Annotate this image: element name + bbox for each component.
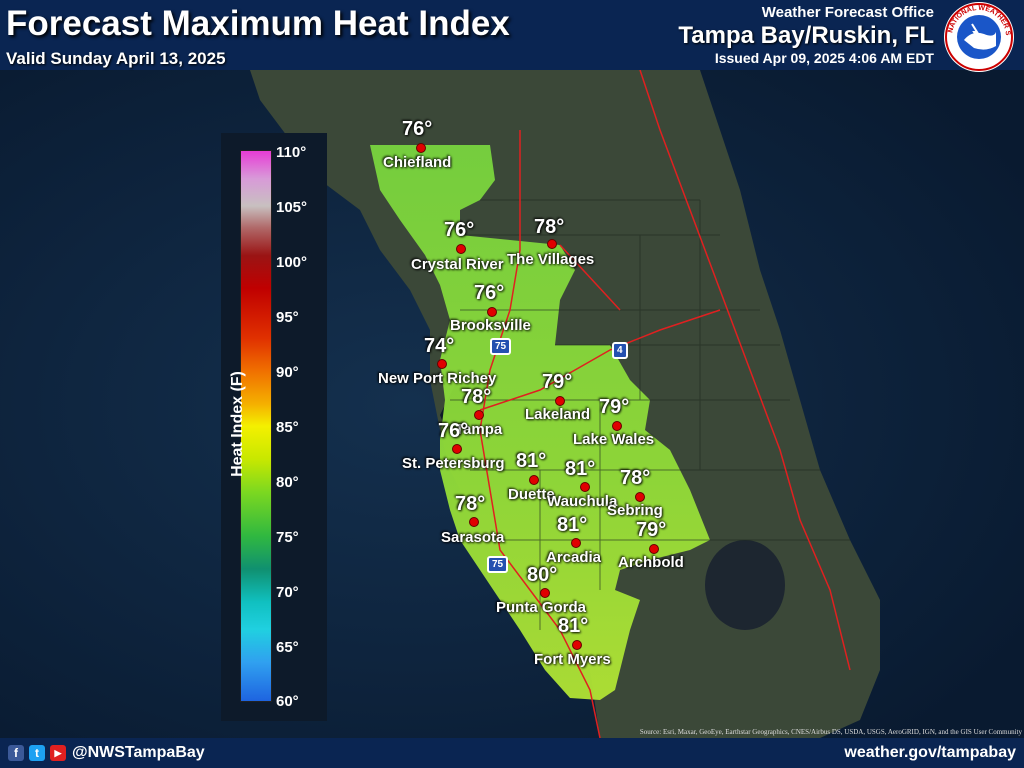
website-link[interactable]: weather.gov/tampabay bbox=[844, 744, 1016, 761]
city-label: Crystal River bbox=[411, 256, 504, 273]
city-marker bbox=[474, 410, 484, 420]
social-handle[interactable]: @NWSTampaBay bbox=[72, 744, 205, 761]
city-label: Duette bbox=[508, 486, 555, 503]
twitter-icon[interactable]: t bbox=[29, 745, 45, 761]
city-marker bbox=[571, 538, 581, 548]
city-label: St. Petersburg bbox=[402, 455, 505, 472]
city-temp: 79° bbox=[599, 396, 630, 418]
map-attribution: Source: Esri, Maxar, GeoEye, Earthstar G… bbox=[639, 728, 1022, 736]
city-temp: 78° bbox=[455, 493, 486, 515]
city-temp: 74° bbox=[424, 335, 455, 357]
legend-color-bar bbox=[240, 150, 272, 702]
city-marker bbox=[572, 640, 582, 650]
lake-okeechobee bbox=[705, 540, 785, 630]
city-temp: 81° bbox=[557, 514, 588, 536]
city-temp: 78° bbox=[461, 386, 492, 408]
city-temp: 76° bbox=[474, 282, 505, 304]
city-temp: 81° bbox=[558, 615, 589, 637]
city-label: Archbold bbox=[618, 554, 684, 571]
city-label: New Port Richey bbox=[378, 370, 497, 387]
city-label: Punta Gorda bbox=[496, 599, 587, 616]
city-marker bbox=[649, 544, 659, 554]
header-bar: Forecast Maximum Heat Index Valid Sunday… bbox=[0, 0, 1024, 72]
city-label: Lakeland bbox=[525, 406, 591, 423]
city-temp: 79° bbox=[542, 371, 573, 393]
city-temp: 79° bbox=[636, 519, 667, 541]
youtube-icon[interactable]: ▶ bbox=[50, 745, 66, 761]
legend-tick: 60° bbox=[276, 693, 299, 710]
footer-bar: f t ▶ @NWSTampaBay weather.gov/tampabay bbox=[0, 738, 1024, 768]
city-temp: 78° bbox=[620, 467, 651, 489]
legend-tick: 80° bbox=[276, 474, 299, 491]
legend-tick: 105° bbox=[276, 199, 308, 216]
city-marker bbox=[555, 396, 565, 406]
map-area bbox=[0, 69, 1024, 739]
forecast-area bbox=[370, 145, 710, 700]
city-label: Arcadia bbox=[546, 549, 602, 566]
city-temp: 78° bbox=[534, 216, 565, 238]
city-label: Lake Wales bbox=[573, 431, 655, 448]
nws-logo: NATIONAL WEATHER SERVICE bbox=[941, 0, 1014, 72]
city-label: Tampa bbox=[455, 421, 503, 438]
city-temp: 76° bbox=[444, 219, 475, 241]
city-marker bbox=[547, 239, 557, 249]
city-label: Wauchula bbox=[547, 493, 618, 510]
city-label: Sebring bbox=[607, 502, 663, 519]
city-marker bbox=[580, 482, 590, 492]
legend-tick: 95° bbox=[276, 309, 299, 326]
i4-shield: 4 bbox=[612, 342, 628, 359]
city-marker bbox=[612, 421, 622, 431]
highways bbox=[479, 69, 851, 739]
city-label: The Villages bbox=[507, 251, 595, 268]
legend-tick: 100° bbox=[276, 254, 308, 271]
city-marker bbox=[452, 444, 462, 454]
city-marker bbox=[529, 475, 539, 485]
legend-tick: 75° bbox=[276, 529, 299, 546]
city-temp: 76° bbox=[402, 118, 433, 140]
city-temp: 76° bbox=[438, 420, 469, 442]
office-name: Tampa Bay/Ruskin, FL bbox=[678, 22, 934, 49]
city-label: Brooksville bbox=[450, 317, 531, 334]
city-marker bbox=[540, 588, 550, 598]
city-label: Fort Myers bbox=[534, 651, 611, 668]
county-lines bbox=[450, 199, 850, 630]
city-label: Sarasota bbox=[441, 529, 505, 546]
legend-panel bbox=[221, 133, 327, 721]
facebook-icon[interactable]: f bbox=[8, 745, 24, 761]
i75-shield: 75 bbox=[487, 556, 509, 573]
city-temp: 81° bbox=[516, 450, 547, 472]
city-marker bbox=[469, 517, 479, 527]
legend-tick: 70° bbox=[276, 584, 299, 601]
city-marker bbox=[437, 359, 447, 369]
city-marker bbox=[635, 492, 645, 502]
city-label: Chiefland bbox=[383, 154, 452, 171]
city-temp: 81° bbox=[565, 458, 596, 480]
city-marker bbox=[416, 143, 426, 153]
office-label: Weather Forecast Office bbox=[761, 4, 934, 21]
legend-title: Heat Index (F) bbox=[229, 371, 246, 477]
city-temp: 80° bbox=[527, 564, 558, 586]
legend-tick: 85° bbox=[276, 419, 299, 436]
nws-logo-icon: NATIONAL WEATHER SERVICE bbox=[941, 0, 1013, 71]
legend-tick: 90° bbox=[276, 364, 299, 381]
basemap bbox=[0, 69, 1024, 739]
i75-shield: 75 bbox=[490, 338, 512, 355]
legend-tick: 110° bbox=[276, 144, 307, 161]
city-marker bbox=[456, 244, 466, 254]
city-marker bbox=[487, 307, 497, 317]
valid-date: Valid Sunday April 13, 2025 bbox=[6, 49, 226, 68]
issued-time: Issued Apr 09, 2025 4:06 AM EDT bbox=[714, 50, 934, 66]
page-title: Forecast Maximum Heat Index bbox=[6, 4, 510, 43]
legend-tick: 65° bbox=[276, 639, 299, 656]
